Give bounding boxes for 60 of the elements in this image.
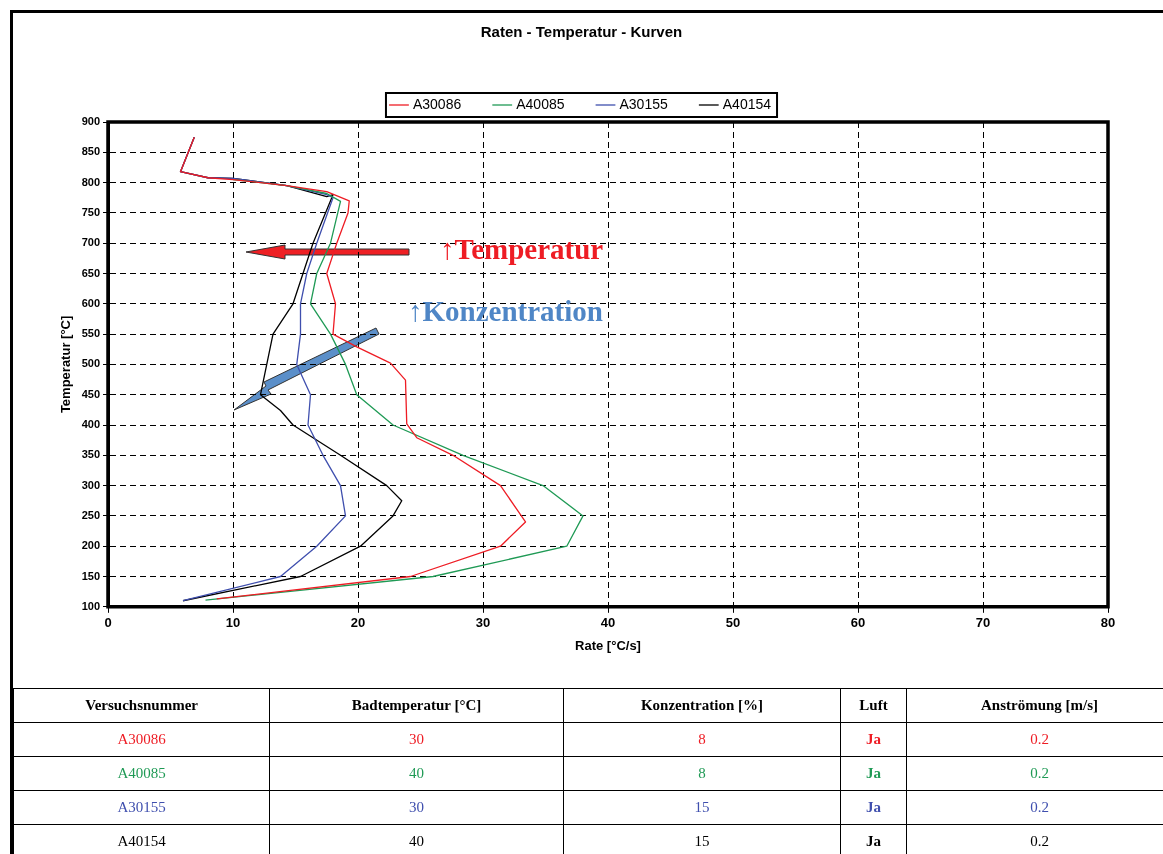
- legend-label: A40154: [722, 95, 772, 112]
- text: 40: [409, 833, 425, 849]
- category-label: Konzentration [%]: [563, 688, 841, 723]
- text: A30086: [117, 731, 166, 747]
- x-tick-label: 50: [725, 615, 741, 631]
- x-tick-label: 60: [850, 615, 866, 631]
- y-tick-label: 600: [81, 296, 100, 309]
- legend-label: A30086: [412, 95, 462, 112]
- text: 8: [698, 731, 706, 747]
- text: 0.2: [1030, 833, 1049, 849]
- category-label: Versuchsnummer: [13, 688, 270, 723]
- text: A30155: [117, 799, 166, 815]
- y-tick-label: 650: [81, 266, 100, 279]
- y-tick-label: 450: [81, 387, 100, 400]
- x-tick-label: 70: [975, 615, 991, 631]
- x-tick-label: 80: [1100, 615, 1116, 631]
- text: 15: [694, 799, 710, 815]
- text: Ja: [866, 833, 882, 849]
- y-tick-label: 150: [81, 569, 100, 582]
- text: 30: [409, 799, 425, 815]
- y-tick-label: 800: [81, 175, 100, 188]
- text: 0.2: [1030, 731, 1049, 747]
- text: Ja: [866, 765, 882, 781]
- y-axis-title: Temperatur [°C]: [58, 315, 74, 414]
- chart-title: Raten - Temperatur - Kurven: [480, 23, 683, 41]
- x-tick-label: 20: [350, 615, 366, 631]
- y-tick-label: 350: [81, 448, 100, 461]
- text: 0.2: [1030, 799, 1049, 815]
- x-tick-label: 10: [225, 615, 241, 631]
- y-tick-label: 400: [81, 418, 100, 431]
- text: Ja: [866, 799, 882, 815]
- text: 8: [698, 765, 706, 781]
- y-tick-label: 250: [81, 508, 100, 521]
- y-tick-label: 550: [81, 327, 100, 340]
- y-tick-label: 850: [81, 145, 100, 158]
- category-label: Luft: [840, 688, 907, 723]
- annotation: ↑Temperatur: [440, 233, 604, 266]
- category-label: Badtemperatur [°C]: [269, 688, 564, 723]
- text: A40154: [117, 833, 166, 849]
- y-tick-label: 200: [81, 539, 100, 552]
- category-label: Anströmung [m/s]: [906, 688, 1163, 723]
- x-tick-label: 30: [475, 615, 491, 631]
- y-tick-label: 100: [81, 599, 100, 612]
- annotation: ↑Konzentration: [408, 295, 603, 328]
- legend-label: A30155: [619, 95, 668, 112]
- y-tick-label: 500: [81, 357, 100, 370]
- y-tick-label: 750: [81, 205, 100, 218]
- y-tick-label: 900: [81, 115, 100, 128]
- text: 15: [694, 833, 710, 849]
- y-tick-label: 700: [81, 236, 100, 249]
- x-tick-label: 0: [104, 615, 112, 631]
- text: 30: [409, 731, 425, 747]
- y-tick-label: 300: [81, 478, 100, 491]
- text: 40: [409, 765, 425, 781]
- text: 0.2: [1030, 765, 1049, 781]
- text: Ja: [866, 731, 882, 747]
- text: A40085: [117, 765, 166, 781]
- x-axis-title: Rate [°C/s]: [575, 637, 641, 653]
- legend-label: A40085: [516, 95, 565, 112]
- x-tick-label: 40: [600, 615, 616, 631]
